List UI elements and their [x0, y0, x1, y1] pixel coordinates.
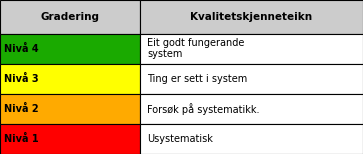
- Text: Nivå 4: Nivå 4: [4, 44, 38, 54]
- Bar: [0, 0, 140, 34]
- Text: Eit godt fungerande
system: Eit godt fungerande system: [147, 38, 244, 59]
- Bar: [140, 94, 363, 124]
- Text: Usystematisk: Usystematisk: [147, 134, 213, 144]
- Bar: [140, 64, 363, 94]
- Bar: [0, 124, 140, 154]
- Bar: [0, 94, 140, 124]
- Bar: [140, 0, 363, 34]
- Text: Nivå 2: Nivå 2: [4, 104, 38, 114]
- Bar: [0, 34, 140, 64]
- Text: Forsøk på systematikk.: Forsøk på systematikk.: [147, 103, 260, 115]
- Text: Ting er sett i system: Ting er sett i system: [147, 74, 247, 84]
- Bar: [140, 124, 363, 154]
- Text: Kvalitetskjenneteikn: Kvalitetskjenneteikn: [190, 12, 313, 22]
- Bar: [0, 64, 140, 94]
- Bar: [140, 34, 363, 64]
- Text: Nivå 1: Nivå 1: [4, 134, 38, 144]
- Text: Gradering: Gradering: [40, 12, 99, 22]
- Text: Nivå 3: Nivå 3: [4, 74, 38, 84]
